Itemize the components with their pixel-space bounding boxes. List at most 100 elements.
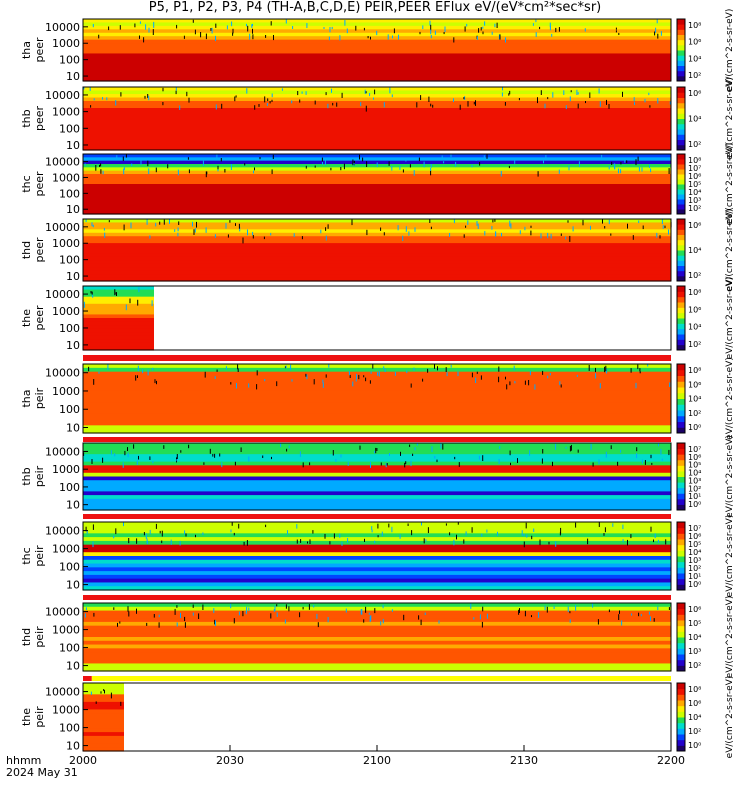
- panel-thc-peer-noise: [405, 158, 407, 162]
- panel-tha-peer-noise: [215, 35, 216, 42]
- panel-thd-peir-noise: [176, 605, 178, 608]
- panel-thc-peer-colorbar-step: [677, 194, 685, 200]
- panel-tha-peir-noise: [214, 376, 216, 379]
- panel-thb-peer-ylabel: thb: [20, 109, 33, 127]
- panel-thb-peer-noise: [416, 102, 418, 108]
- panel-thd-peer-band: [83, 243, 671, 248]
- panel-thd-peer-noise: [177, 232, 179, 237]
- panel-tha-peer-noise: [232, 32, 234, 36]
- panel-thd-peir-noise: [230, 603, 232, 609]
- panel-thc-peer-noise: [352, 159, 354, 166]
- panel-thd-peir-colorbar-step: [677, 631, 685, 638]
- panel-thd-peer-noise: [632, 235, 634, 240]
- panel-thc-peer-noise: [187, 157, 189, 160]
- panel-thb-peir-noise: [83, 452, 85, 456]
- panel-thb-peer-band: [83, 139, 671, 144]
- panel-thb-peer-noise: [106, 97, 108, 101]
- panel-the-peir-band: [83, 724, 124, 729]
- panel-thd-peer-noise: [130, 222, 132, 229]
- panel-thb-peir-noise: [136, 460, 138, 466]
- panel-thd-peer-noise: [103, 227, 105, 231]
- panel-thc-peir-noise: [427, 527, 429, 534]
- panel-thd-peir-colorbar-frame: [676, 602, 686, 672]
- panel-thc-peer-noise: [220, 158, 222, 162]
- panel-thc-peir-noise: [149, 529, 151, 535]
- panel-thc-peer-noise: [148, 168, 150, 175]
- panel-thd-peer-noise: [664, 225, 666, 229]
- panel-thc-peer-noise: [324, 160, 326, 166]
- panel-tha-peer-noise: [498, 34, 500, 40]
- panel-thc-peer-noise: [418, 157, 420, 162]
- panel-thc-peir-noise: [399, 534, 401, 539]
- panel-thd-peer-noise: [662, 225, 664, 229]
- panel-tha-peir-colorbar-step: [677, 375, 685, 382]
- panel-tha-peer-noise: [363, 27, 365, 31]
- panel-tha-peer-band: [83, 43, 671, 48]
- panel-the-peer-noise: [92, 294, 94, 298]
- panel-thb-peir-noise: [176, 454, 178, 459]
- panel-thd-peer-noise: [146, 219, 148, 225]
- panel-thd-peir-noise: [192, 604, 194, 608]
- panel-the-peer-band: [83, 335, 154, 340]
- panel-thd-peer-noise: [108, 220, 110, 223]
- panel-thd-peer-noise: [247, 229, 248, 236]
- panel-thb-peer-noise: [463, 97, 465, 100]
- panel-thd-peir-band: [83, 629, 671, 634]
- panel-thb-peir-noise: [661, 458, 663, 461]
- panel-thb-peer-noise: [258, 104, 260, 107]
- panel-tha-peer-noise: [355, 25, 357, 31]
- panel-thd-peer-colorbar-step: [677, 229, 685, 235]
- panel-thc-peer-band: [83, 204, 671, 208]
- panel-thc-peer-band: [83, 194, 671, 198]
- panel-thb-peir-ylabel: peir: [33, 465, 46, 487]
- panel-thb-peer-band: [83, 132, 671, 137]
- panel-thb-peer-noise: [420, 95, 422, 100]
- panel-tha-peir-noise: [352, 381, 354, 387]
- panel-thb-peir-noise: [620, 449, 622, 453]
- panel-thd-peer-noise: [293, 233, 295, 238]
- panel-thc-peir-band: [83, 548, 671, 553]
- panel-thb-peir-noise: [565, 446, 567, 449]
- panel-thb-peer-noise: [464, 96, 466, 100]
- panel-thc-peir-noise: [143, 532, 145, 536]
- panel-thb-peer-noise: [264, 96, 266, 103]
- panel-thd-peir-noise: [246, 606, 248, 613]
- panel-thc-peer-noise: [123, 168, 125, 175]
- panel-thc-peer-noise: [635, 159, 637, 166]
- panel-thd-peer-band: [83, 239, 671, 244]
- panel-tha-peer-noise: [205, 33, 207, 40]
- panel-the-peer-band: [83, 342, 154, 348]
- panel-thd-peer-ytick-label: 100: [59, 254, 80, 267]
- panel-thd-peir-noise: [618, 614, 620, 620]
- panel-tha-peer-noise: [482, 26, 484, 29]
- panel-thc-peer-noise: [537, 171, 539, 177]
- panel-thc-peir-noise: [665, 539, 667, 545]
- panel-the-peir-band: [83, 709, 124, 714]
- panel-thb-peer-noise: [186, 91, 188, 97]
- panel-thd-peir-noise: [153, 614, 155, 618]
- panel-thc-peer-noise: [614, 163, 616, 169]
- panel-tha-peir-noise: [291, 379, 293, 382]
- panel-tha-peir-colorbar-label: 10⁴: [688, 395, 701, 404]
- panel-thb-peir-band: [83, 502, 671, 507]
- panel-tha-peir-noise: [147, 369, 149, 376]
- panel-thc-peir-ytick-label: 100: [59, 561, 80, 574]
- panel-thc-peer-noise: [362, 157, 364, 162]
- panel-the-peir-band: [83, 735, 124, 741]
- panel-tha-peer-colorbar-step: [677, 65, 685, 72]
- panel-thd-peer-colorbar-step: [677, 224, 685, 230]
- panel-thb-peer-noise: [175, 90, 177, 95]
- panel-thb-peer-noise: [336, 102, 338, 107]
- panel-thd-peir-noise: [370, 615, 372, 621]
- panel-thb-peir-colorbar-step: [677, 443, 685, 450]
- panel-thc-peer-band: [83, 197, 671, 202]
- panel-the-peer-band: [83, 346, 154, 351]
- panel-tha-peir-noise: [370, 371, 372, 374]
- panel-tha-peir-noise: [248, 383, 250, 388]
- panel-thc-peer-colorbar-step: [677, 189, 685, 195]
- panel-thb-peir-noise: [212, 453, 214, 457]
- panel-thd-peer-band: [83, 232, 671, 237]
- panel-thc-peir-band: [83, 556, 671, 561]
- panel-thb-peir-colorbar-step: [677, 493, 685, 500]
- panel-thc-peer-noise: [259, 157, 261, 160]
